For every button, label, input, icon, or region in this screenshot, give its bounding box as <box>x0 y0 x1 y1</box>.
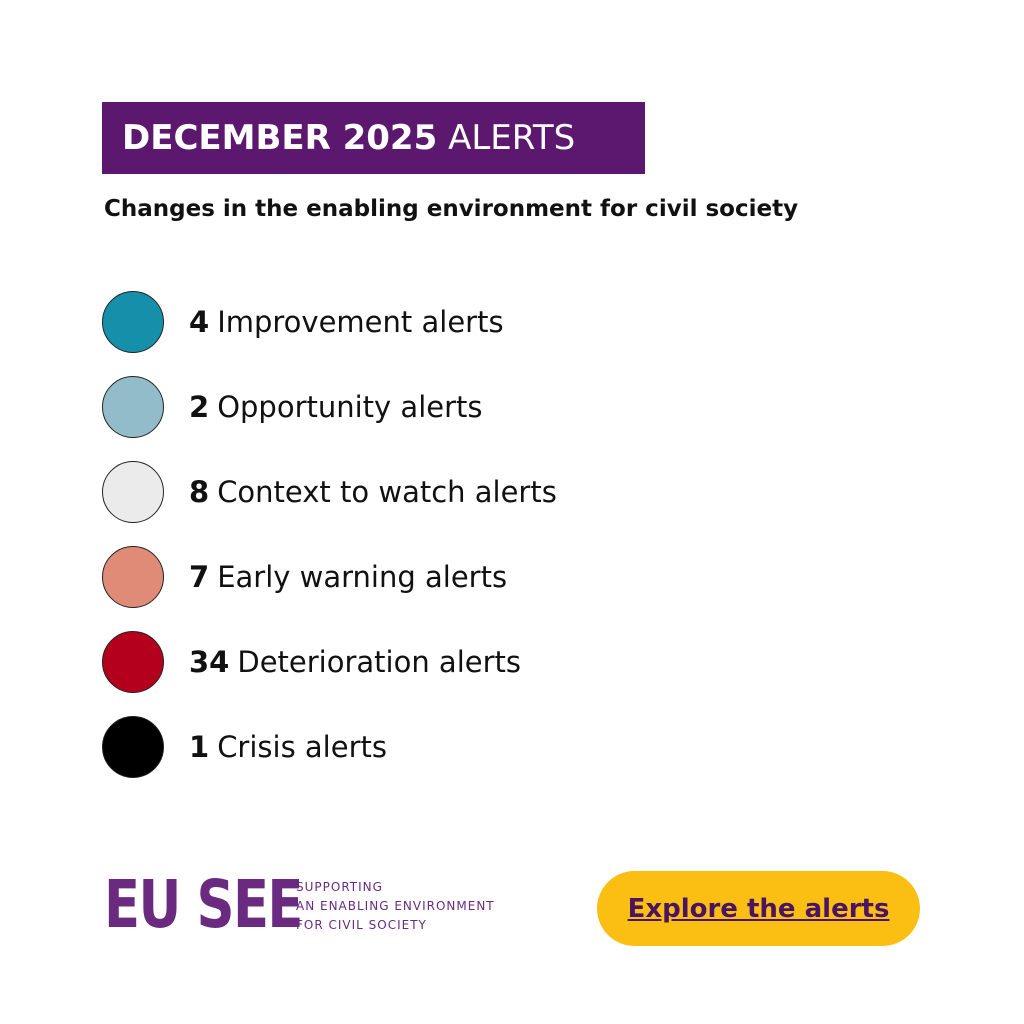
alert-item: 7 Early warning alerts <box>102 545 507 609</box>
logo: EU SEE <box>104 866 303 943</box>
alert-count: 2 <box>189 390 210 424</box>
alert-count: 1 <box>189 730 210 764</box>
alert-label: Early warning alerts <box>217 560 508 594</box>
alert-label: Crisis alerts <box>217 730 387 764</box>
alert-label: Context to watch alerts <box>217 475 557 509</box>
tagline-line: FOR CIVIL SOCIETY <box>296 918 427 932</box>
title-bold: DECEMBER 2025 <box>122 118 438 158</box>
tagline: SUPPORTING AN ENABLING ENVIRONMENT FOR CIV… <box>296 878 495 935</box>
alert-dot <box>102 376 164 438</box>
alert-item: 2 Opportunity alerts <box>102 375 483 439</box>
alert-text: 4 Improvement alerts <box>189 305 504 339</box>
alert-text: 2 Opportunity alerts <box>189 390 483 424</box>
alert-text: 7 Early warning alerts <box>189 560 507 594</box>
title-rest: ALERTS <box>448 118 576 158</box>
alert-text: 34 Deterioration alerts <box>189 645 521 679</box>
subtitle: Changes in the enabling environment for … <box>104 196 799 222</box>
alert-label: Opportunity alerts <box>217 390 483 424</box>
alert-count: 8 <box>189 475 210 509</box>
alert-item: 4 Improvement alerts <box>102 290 504 354</box>
explore-button[interactable]: Explore the alerts <box>597 871 920 946</box>
alert-dot <box>102 291 164 353</box>
alert-count: 4 <box>189 305 210 339</box>
alert-dot <box>102 716 164 778</box>
alert-dot <box>102 631 164 693</box>
alert-item: 8 Context to watch alerts <box>102 460 557 524</box>
tagline-line: SUPPORTING <box>296 880 383 894</box>
alert-dot <box>102 546 164 608</box>
alert-label: Improvement alerts <box>217 305 504 339</box>
alert-item: 1 Crisis alerts <box>102 715 387 779</box>
tagline-line: AN ENABLING ENVIRONMENT <box>296 899 495 913</box>
alert-item: 34 Deterioration alerts <box>102 630 521 694</box>
alert-text: 1 Crisis alerts <box>189 730 387 764</box>
alert-count: 7 <box>189 560 210 594</box>
alert-text: 8 Context to watch alerts <box>189 475 557 509</box>
title-banner: DECEMBER 2025 ALERTS <box>102 102 645 174</box>
alert-count: 34 <box>189 645 230 679</box>
alert-dot <box>102 461 164 523</box>
alert-label: Deterioration alerts <box>237 645 522 679</box>
